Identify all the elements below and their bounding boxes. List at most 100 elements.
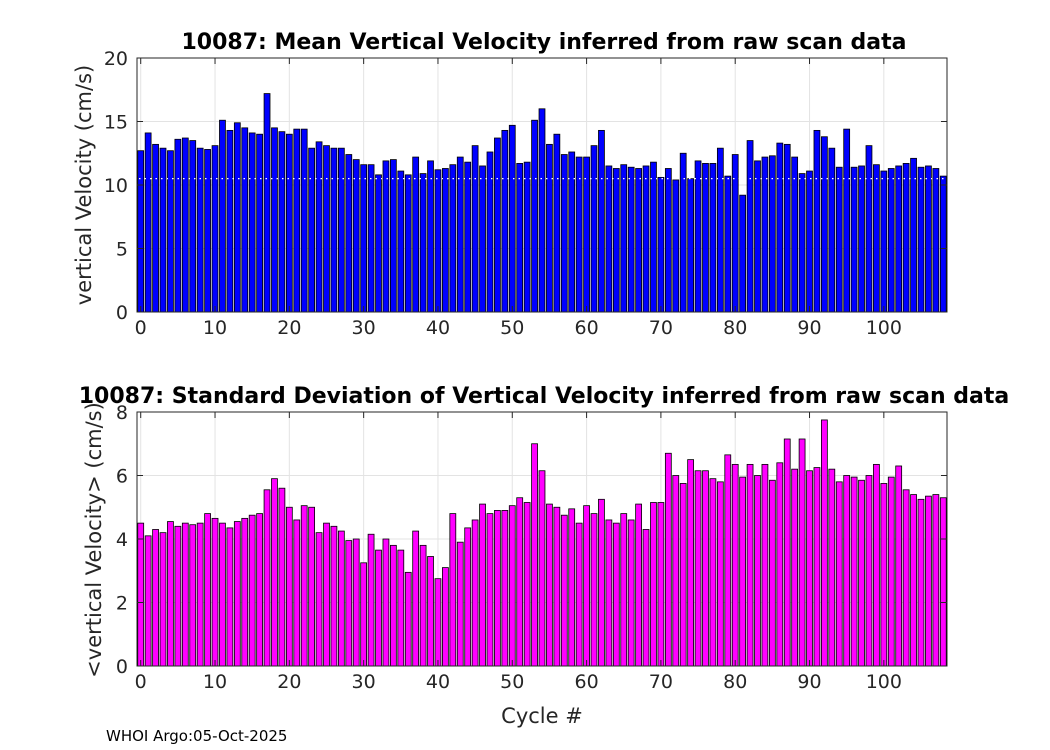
std-velocity-ytick-label: 6 [116,466,128,488]
std-velocity-bar [731,463,739,667]
mean-velocity-bar [657,176,665,313]
mean-velocity-bar [167,150,174,313]
std-velocity-bar [167,521,174,667]
std-velocity-bar [583,505,590,667]
std-velocity-bar [598,498,605,667]
std-velocity-bar [367,533,375,667]
mean-velocity-bar [308,147,316,313]
std-velocity-xtick-label: 90 [797,671,821,693]
mean-velocity-bar [568,151,576,313]
std-velocity-bar [553,506,561,667]
mean-velocity-bar [664,168,672,313]
mean-velocity-bar [590,145,598,313]
mean-velocity-ticks: 0 10 20 30 40 50 60 70 80 90 100 0 5 10 15 20 [104,48,947,339]
mean-velocity-bar [323,145,330,313]
mean-velocity-xtick-label: 60 [574,317,598,339]
std-velocity-bar [806,470,813,667]
mean-velocity-bar [754,160,761,313]
mean-velocity-bar [865,145,873,313]
std-velocity-bar [315,532,323,667]
std-velocity-bar [508,505,516,667]
mean-velocity-bar [546,143,553,313]
std-velocity-bar [902,489,910,667]
std-velocity-bar [776,462,784,667]
mean-velocity-bar [189,140,197,313]
mean-velocity-bar [791,156,799,313]
mean-velocity-bar [263,93,271,313]
mean-velocity-bar [612,168,620,313]
mean-velocity-bar [724,175,732,313]
std-velocity-xtick-label: 50 [500,671,524,693]
std-velocity-bar [546,503,553,667]
std-velocity-bars [137,419,947,667]
std-velocity-bar [917,498,925,667]
std-velocity-bar [137,522,145,667]
mean-velocity-xtick-label: 40 [426,317,450,339]
std-velocity-bar [144,535,152,667]
std-velocity-bar [204,513,211,667]
std-velocity-bar [285,506,293,667]
mean-velocity-bar [226,129,234,313]
std-velocity-bar [768,479,776,667]
mean-velocity-bar [278,131,286,313]
std-velocity-bar [650,502,657,667]
std-velocity-bar [895,465,903,667]
mean-velocity-bar [605,165,613,313]
std-velocity-bar [308,506,316,667]
mean-velocity-bar [382,160,390,313]
std-velocity-bar [486,513,494,667]
std-velocity-bar [590,513,598,667]
mean-velocity-bar [375,174,382,313]
mean-velocity-ylabel: vertical Velocity (cm/s) [72,65,96,305]
std-velocity-bar [442,567,449,667]
std-velocity-title: 10087: Standard Deviation of Vertical Ve… [79,384,1009,409]
std-velocity-xlabel: Cycle # [501,704,583,728]
std-velocity-bar [174,525,182,667]
mean-velocity-xtick-label: 50 [500,317,524,339]
std-velocity-bar [352,538,360,667]
mean-velocity-bar [352,159,360,313]
std-velocity-bar [375,549,382,667]
mean-velocity-bar [211,145,219,313]
mean-velocity-title: 10087: Mean Vertical Velocity inferred f… [182,30,907,55]
mean-velocity-bar [516,163,524,313]
mean-velocity-bar [739,194,747,313]
mean-velocity-bar [412,156,420,313]
mean-velocity-bar [144,132,152,313]
mean-velocity-bar [137,150,145,313]
mean-velocity-bar [531,119,538,313]
std-velocity-bar [479,503,486,667]
std-velocity-bar [501,510,509,667]
mean-velocity-bar [702,163,709,313]
mean-velocity-bar [783,143,791,313]
std-velocity-bar [345,540,353,667]
std-velocity-ytick-label: 2 [116,593,128,615]
mean-velocity-bar [746,140,754,313]
std-velocity-bar [813,467,821,667]
std-velocity-bar [873,463,880,667]
std-velocity-bar [605,519,613,667]
mean-velocity-bar [828,147,836,313]
mean-velocity-bar [256,133,263,313]
std-velocity-xtick-label: 40 [426,671,450,693]
mean-velocity-bar [152,143,159,313]
std-velocity-bar [323,522,330,667]
footer-stamp: WHOI Argo:05-Oct-2025 [106,727,287,745]
mean-velocity-bars [137,93,947,313]
mean-velocity-bar [902,163,910,313]
std-velocity-bar [159,532,167,667]
std-velocity-bar [627,519,635,667]
std-velocity-bar [219,522,226,667]
mean-velocity-bar [880,170,888,313]
std-velocity-xtick-label: 20 [277,671,301,693]
mean-velocity-bar [271,127,278,313]
mean-velocity-bar [672,179,680,313]
std-velocity-bar [709,478,717,667]
std-velocity-bar [739,476,747,667]
mean-velocity-bar [174,138,182,313]
std-velocity-bar [672,475,680,667]
mean-velocity-bar [427,160,434,313]
std-velocity-bar [828,468,836,667]
std-velocity-bar [233,521,241,667]
std-velocity-bar [427,556,434,667]
